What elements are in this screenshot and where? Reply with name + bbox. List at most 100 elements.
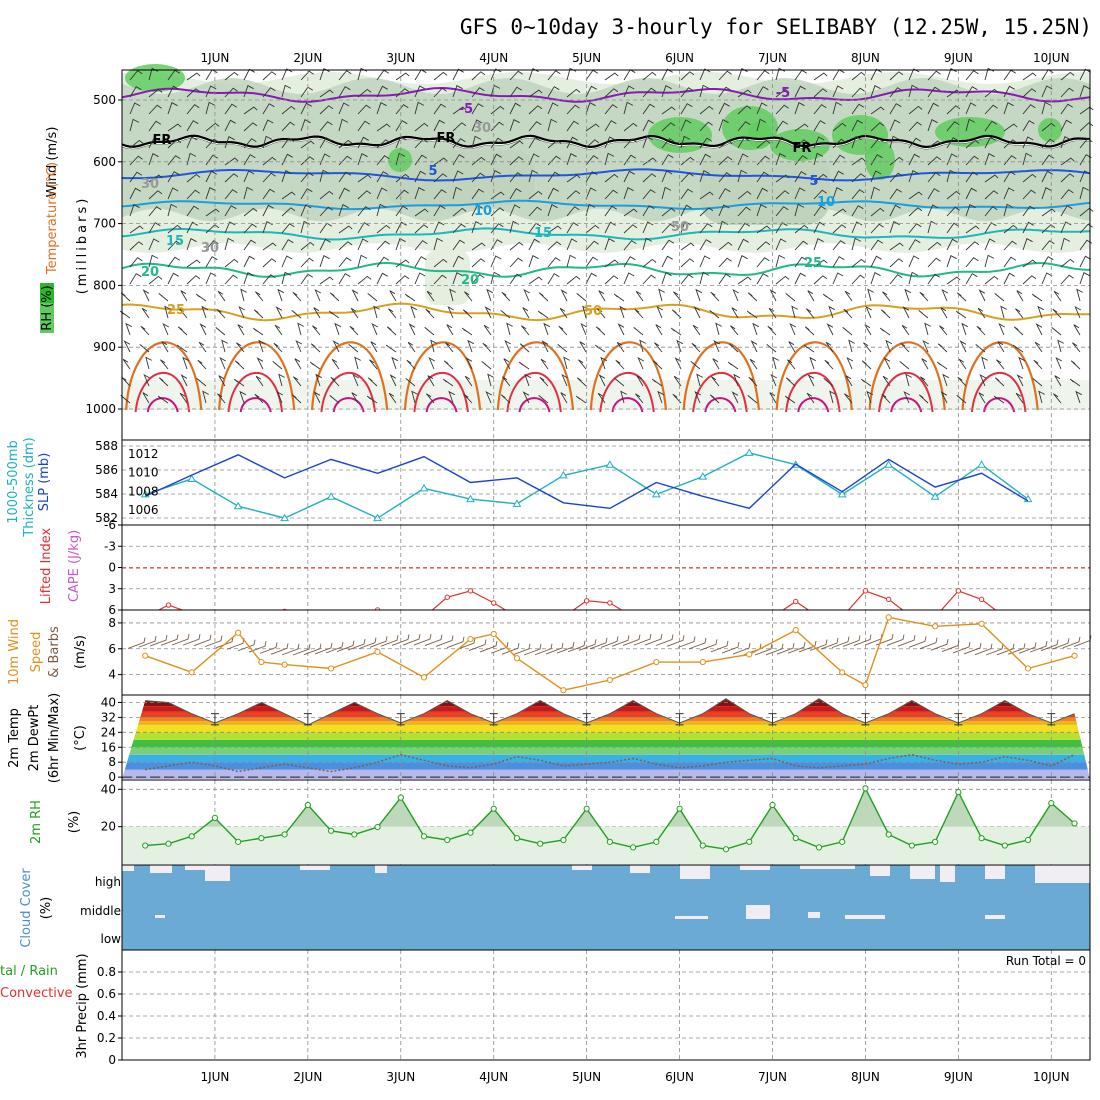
- wind-barb: [120, 292, 131, 302]
- wind-barb: [433, 157, 448, 166]
- wind-barb: [142, 392, 150, 404]
- wind-barb: [832, 187, 843, 200]
- cloud-gap: [740, 865, 770, 870]
- wind-barb: [167, 123, 182, 132]
- wind-barb: [297, 322, 304, 336]
- temperature-band: [122, 747, 1090, 755]
- rh2m-point: [746, 838, 753, 845]
- contour-label: 50: [671, 220, 689, 235]
- thickness-point: [373, 513, 382, 522]
- wind-barb: [889, 71, 904, 81]
- wind-barb: [357, 254, 368, 268]
- wind-barb: [448, 390, 456, 404]
- rh2m-point: [1071, 820, 1078, 827]
- wind-barb: [395, 173, 410, 183]
- wind-barb: [566, 174, 581, 183]
- wind-barb: [262, 103, 275, 115]
- wind-barb: [661, 106, 676, 115]
- wind-barb: [813, 136, 825, 149]
- wind10-barb: [369, 636, 388, 648]
- wind-barb: [528, 89, 543, 98]
- wind-barb: [851, 205, 864, 217]
- minmax-errorbar: [489, 713, 498, 726]
- wind-barb: [129, 257, 143, 268]
- ylabel-rh: RH (%): [40, 285, 55, 330]
- wind-barb: [718, 86, 732, 98]
- wind-barb: [975, 344, 986, 353]
- wind-barb: [731, 307, 739, 319]
- contour-40: [239, 397, 272, 413]
- wind-barb: [370, 341, 378, 353]
- rh2m-point: [722, 846, 730, 853]
- wind10-barb: [182, 634, 201, 646]
- wind-barb: [243, 223, 257, 234]
- wind-barb: [414, 85, 426, 98]
- wind-barb: [224, 71, 239, 81]
- wind-barb: [376, 139, 391, 149]
- wind-barb: [433, 136, 444, 149]
- wind-barb: [718, 188, 731, 200]
- wind10-barb: [677, 636, 696, 648]
- wind-barb: [485, 390, 493, 404]
- wind-barb: [813, 221, 825, 234]
- wind-barb: [804, 326, 815, 336]
- wind-barb: [870, 272, 881, 285]
- wind-barb: [452, 207, 467, 217]
- wind10-point: [606, 676, 613, 684]
- temperature-band: [122, 762, 1090, 770]
- wind-barb: [395, 275, 410, 285]
- wind-barb: [1033, 359, 1043, 370]
- wind-barb: [633, 327, 644, 336]
- temperature-band: [122, 739, 1090, 748]
- wind-barb: [718, 119, 729, 132]
- date-label-bottom: 1JUN: [200, 1070, 229, 1084]
- wind-barb: [376, 123, 391, 132]
- wind-barb: [547, 204, 558, 217]
- wind-barb: [386, 326, 397, 336]
- wind-barb: [851, 258, 866, 268]
- wind-barb: [547, 225, 562, 234]
- wind-barb: [547, 273, 560, 285]
- wind-barb: [300, 204, 312, 217]
- wind-barb: [503, 358, 511, 370]
- pressure-tick-label: 800: [93, 278, 116, 292]
- wind-barb: [642, 71, 657, 81]
- contour-5: [121, 168, 1091, 182]
- wind-barb: [243, 85, 254, 98]
- wind-barb: [509, 241, 524, 251]
- wind-barb: [672, 393, 682, 404]
- wind-barb: [919, 291, 929, 302]
- wind-barb: [634, 308, 644, 319]
- wind-barb: [224, 189, 238, 200]
- wind-barb: [376, 187, 388, 200]
- temp2m-series: [122, 698, 1090, 778]
- wind-barb: [558, 325, 568, 336]
- wind-barb: [851, 136, 862, 149]
- wind-barb: [984, 174, 999, 183]
- wind-barb: [1003, 123, 1018, 132]
- wind10-barb: [1007, 643, 1026, 655]
- wind-barb: [447, 305, 455, 319]
- wind-barb: [656, 305, 664, 319]
- wind-barb: [585, 139, 600, 149]
- rh2m-point: [490, 805, 497, 812]
- wind-barb: [756, 204, 767, 217]
- rh-region-light: [425, 250, 470, 305]
- wind-barb: [1041, 85, 1053, 98]
- wind10-point: [885, 614, 892, 621]
- wind-barb: [509, 257, 523, 268]
- cloud-gap: [150, 865, 172, 873]
- wind-barb: [661, 223, 675, 234]
- wind-barb: [1022, 136, 1034, 149]
- wind-barb: [167, 155, 181, 166]
- precip-tick-label: 0.4: [97, 1009, 116, 1023]
- wind-barb: [148, 222, 161, 234]
- wind-barb: [487, 373, 494, 387]
- wind-barb: [414, 224, 429, 234]
- wind-barb: [946, 238, 958, 251]
- wind-barb: [313, 391, 321, 404]
- wind-barb: [699, 137, 713, 149]
- wind-barb: [756, 70, 770, 81]
- wind-barb: [1060, 205, 1073, 217]
